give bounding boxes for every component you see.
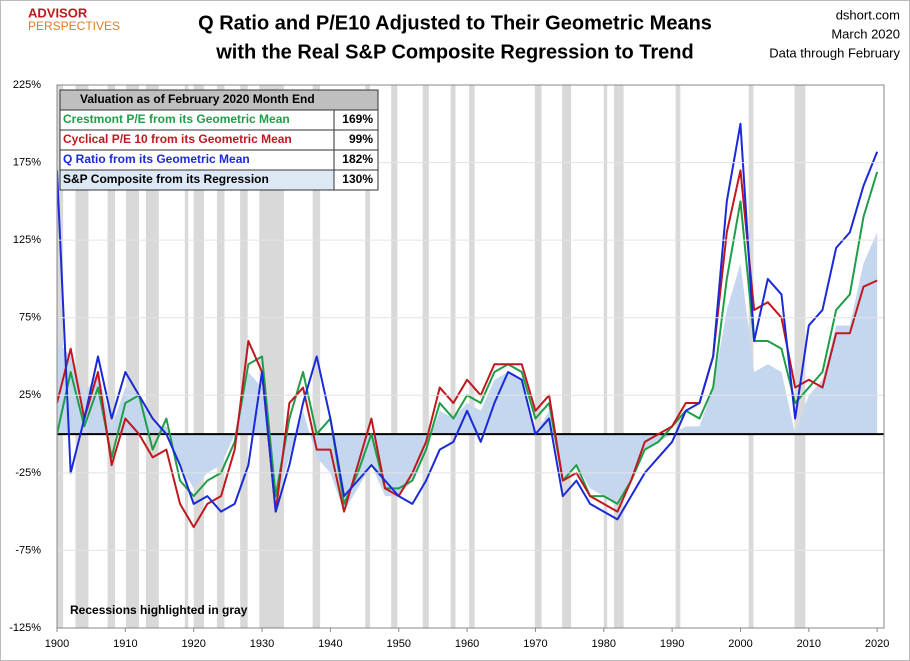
x-tick-label: 1900 [45, 638, 69, 650]
y-tick-label: 225% [13, 79, 41, 91]
x-tick-label: 2020 [865, 638, 889, 650]
table-value: 130% [342, 172, 373, 186]
recession-band [469, 85, 475, 628]
recession-band [562, 85, 571, 628]
x-tick-label: 2000 [728, 638, 752, 650]
chart-title: Q Ratio and P/E10 Adjusted to Their Geom… [198, 12, 712, 34]
plot [57, 85, 884, 628]
legend-label: Cyclical P/E 10 from its Geometric Mean [63, 132, 292, 146]
recession-band [365, 85, 371, 628]
y-tick-label: 75% [19, 312, 41, 324]
recession-band [675, 85, 681, 628]
legend-label: Crestmont P/E from its Geometric Mean [63, 112, 290, 126]
x-tick-label: 1970 [523, 638, 547, 650]
x-tick-label: 1950 [386, 638, 410, 650]
table-title: Valuation as of February 2020 Month End [80, 92, 315, 106]
logo-top: ADVISOR [28, 5, 88, 20]
table-value: 182% [342, 152, 373, 166]
source: dshort.com [836, 7, 900, 22]
y-tick-label: 175% [13, 156, 41, 168]
line [57, 122, 879, 521]
recession-band [216, 85, 225, 628]
y-tick-label: -25% [15, 467, 41, 479]
recession-band [603, 85, 608, 628]
recession-band [184, 85, 189, 628]
y-tick-label: -75% [15, 544, 41, 556]
line [57, 169, 878, 529]
recession-band [193, 85, 204, 628]
chart-subtitle: with the Real S&P Composite Regression t… [215, 41, 694, 63]
y-tick-label: -125% [9, 622, 41, 634]
legend-label: Q Ratio from its Geometric Mean [63, 152, 250, 166]
recession-band [391, 85, 398, 628]
table-value-bg [333, 169, 379, 191]
y-tick-label: 25% [19, 389, 41, 401]
annotation: Recessions highlighted in gray [70, 603, 248, 617]
table-value: 169% [342, 112, 373, 126]
recession-band [126, 85, 140, 628]
legend-label: S&P Composite from its Regression [63, 172, 269, 186]
x-tick-label: 1910 [113, 638, 137, 650]
table-value: 99% [349, 132, 373, 146]
data-note: Data through February [769, 45, 900, 60]
recession-band [145, 85, 159, 628]
recession-band [107, 85, 116, 628]
x-tick-label: 2010 [797, 638, 821, 650]
recession-band [794, 85, 806, 628]
x-tick-label: 1960 [455, 638, 479, 650]
x-tick-label: 1920 [181, 638, 205, 650]
x-tick-label: 1980 [592, 638, 616, 650]
logo-bottom: PERSPECTIVES [28, 19, 120, 33]
recession-band [75, 85, 89, 628]
recession-band [614, 85, 624, 628]
recession-band [240, 85, 248, 628]
x-tick-label: 1990 [660, 638, 684, 650]
recession-band [534, 85, 542, 628]
recession-band [422, 85, 429, 628]
x-tick-label: 1930 [250, 638, 274, 650]
date: March 2020 [831, 26, 900, 41]
y-tick-label: 125% [13, 234, 41, 246]
x-tick-label: 1940 [318, 638, 342, 650]
plot-border [56, 84, 885, 629]
recession-band [450, 85, 456, 628]
